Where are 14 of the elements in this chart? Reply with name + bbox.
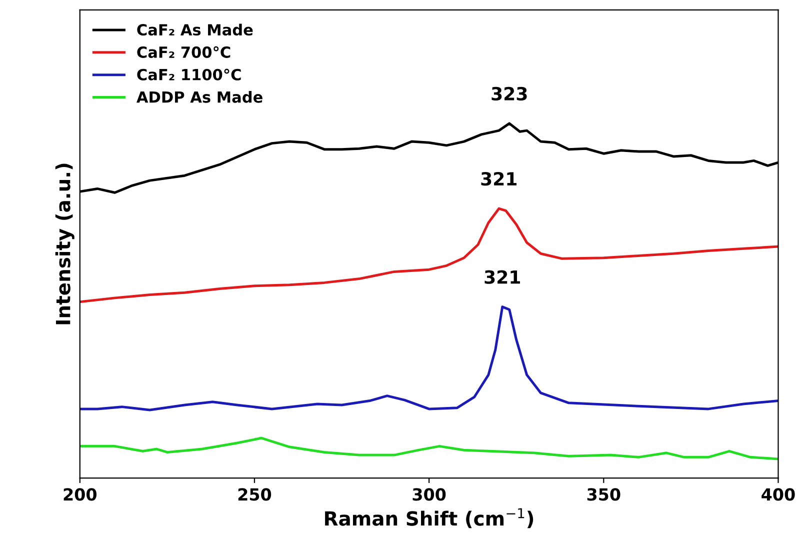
legend-label: CaF₂ As Made [137,24,253,36]
y-axis-title: Intensity (a.u.) [55,164,74,324]
legend-label: ADDP As Made [136,90,262,103]
x-tick-label: 300 [412,488,446,501]
annotation: 321 [481,172,516,186]
x-tick-label: 200 [64,488,96,501]
annotation: 321 [484,270,520,284]
x-tick-label: 350 [587,488,620,501]
legend-label: CaF₂ 700°C [137,46,230,58]
x-tick-label: 250 [238,488,272,501]
x-tick-label: 400 [762,488,795,501]
x-axis-title: Raman Shift (cm$^{−1}$) [325,508,534,528]
legend-label: CaF₂ 1100°C [137,68,241,80]
annotation: 323 [492,86,527,101]
